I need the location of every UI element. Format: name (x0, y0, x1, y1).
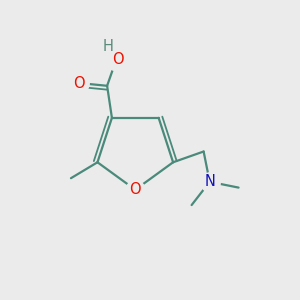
Text: O: O (74, 76, 85, 91)
Text: H: H (103, 39, 113, 54)
Text: O: O (112, 52, 124, 67)
Text: O: O (130, 182, 141, 197)
Text: N: N (204, 174, 215, 189)
